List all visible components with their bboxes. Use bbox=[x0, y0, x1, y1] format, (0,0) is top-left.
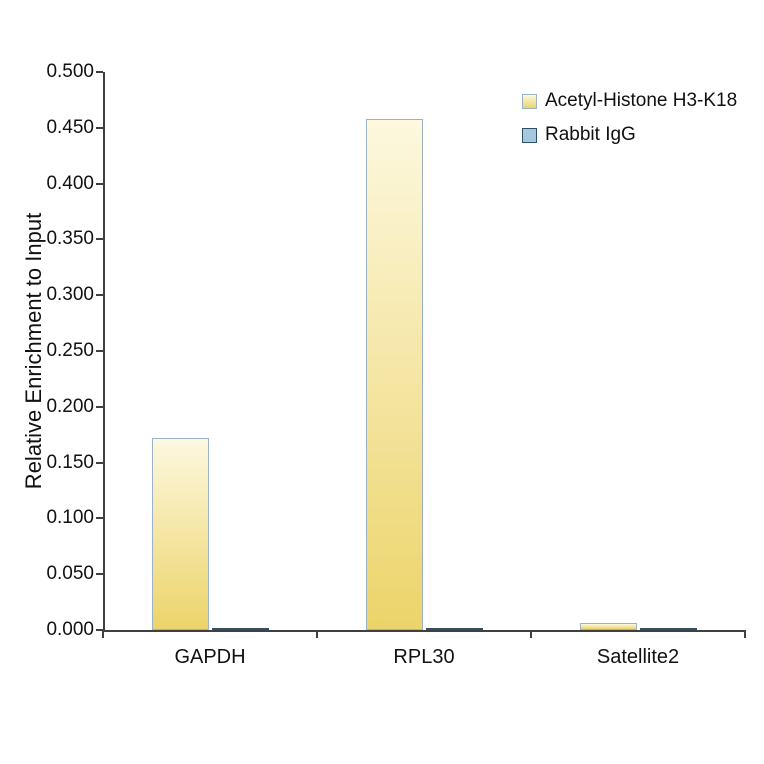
y-tick-mark bbox=[96, 350, 103, 352]
y-tick-label: 0.350 bbox=[46, 228, 94, 250]
legend: Acetyl-Histone H3-K18 Rabbit IgG bbox=[522, 90, 737, 158]
y-tick-label: 0.000 bbox=[46, 619, 94, 640]
y-axis-line bbox=[103, 72, 105, 632]
y-tick-mark bbox=[96, 71, 103, 73]
y-tick-mark bbox=[96, 126, 103, 129]
y-tick-mark bbox=[96, 182, 103, 185]
x-category-label: Satellite2 bbox=[596, 646, 680, 668]
y-tick-label: 0.500 bbox=[46, 61, 94, 82]
legend-label: Acetyl-Histone H3-K18 bbox=[545, 90, 738, 111]
x-tick-mark bbox=[530, 630, 532, 638]
y-tick-mark bbox=[96, 405, 103, 408]
y-tick-mark bbox=[96, 238, 103, 241]
legend-label: Rabbit IgG bbox=[545, 124, 636, 145]
legend-item: Rabbit IgG bbox=[522, 124, 737, 146]
y-tick-label: 0.400 bbox=[46, 172, 94, 194]
y-tick-mark bbox=[96, 629, 103, 631]
y-tick-label: 0.100 bbox=[46, 507, 94, 529]
y-tick-label: 0.300 bbox=[46, 284, 94, 306]
legend-swatch-icon bbox=[522, 93, 537, 109]
y-tick-label: 0.050 bbox=[46, 563, 94, 585]
x-tick-mark bbox=[316, 630, 318, 638]
y-tick-mark bbox=[96, 517, 103, 520]
y-tick-label: 0.450 bbox=[46, 116, 94, 138]
y-tick-label: 0.150 bbox=[46, 451, 94, 473]
bar-satellite2-acetyl bbox=[579, 623, 637, 630]
y-tick-mark bbox=[96, 294, 103, 297]
x-category-label: RPL30 bbox=[393, 646, 455, 668]
bar-gapdh-acetyl bbox=[151, 438, 209, 630]
y-tick-label: 0.200 bbox=[46, 395, 94, 417]
x-tick-mark bbox=[744, 630, 746, 638]
legend-item: Acetyl-Histone H3-K18 bbox=[522, 90, 737, 112]
bar-gapdh-igg bbox=[211, 627, 269, 630]
y-tick-mark bbox=[96, 461, 103, 464]
legend-swatch-icon bbox=[522, 127, 537, 143]
bar-rpl30-acetyl bbox=[365, 118, 423, 630]
x-axis-line bbox=[103, 630, 745, 632]
y-tick-mark bbox=[96, 573, 103, 576]
x-category-label: GAPDH bbox=[174, 646, 246, 668]
x-tick-mark bbox=[102, 630, 104, 638]
y-tick-label: 0.250 bbox=[46, 340, 94, 361]
bar-rpl30-igg bbox=[425, 627, 483, 630]
bar-satellite2-igg bbox=[639, 627, 697, 630]
